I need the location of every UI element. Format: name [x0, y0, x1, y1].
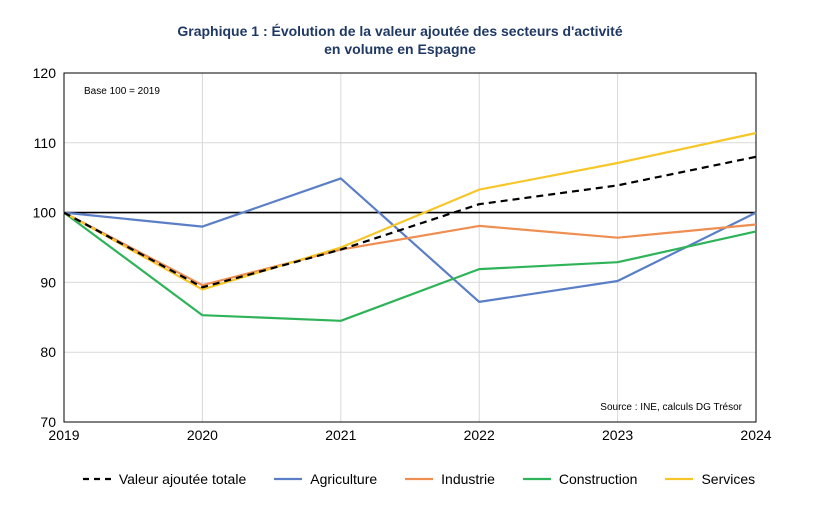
chart-title-line-1: Graphique 1 : Évolution de la valeur ajo…: [177, 23, 623, 39]
legend-item-services: Services: [665, 468, 755, 490]
legend-label-services: Services: [701, 471, 756, 487]
x-tick-label-2019: 2019: [48, 427, 79, 443]
series-line-services: [63, 131, 757, 291]
gridlines: [63, 72, 757, 423]
legend-label-agriculture: Agriculture: [310, 471, 378, 487]
legend: Valeur ajoutée totale Agriculture Industri…: [0, 468, 838, 490]
y-tick-label-100: 100: [33, 205, 57, 221]
legend-swatch-valeur-ajout-e-totale: [82, 477, 111, 481]
legend-item-industrie: Industrie: [405, 468, 495, 490]
legend-swatch-services: [665, 477, 694, 481]
y-tick-label-120: 120: [33, 65, 57, 81]
series-line-construction: [63, 211, 757, 322]
chart-title-line-2: en volume en Espagne: [324, 41, 476, 57]
legend-swatch-agriculture: [274, 477, 303, 481]
legend-item-construction: Construction: [522, 468, 638, 490]
x-axis-ticks: 2019 2020 2021 2022 2023 2024: [48, 427, 771, 443]
line-chart: 70 80 90 100 110 120 2019 2020 2021 2022 2023 2024…: [33, 65, 772, 443]
legend-item-valeur-ajout-e-totale: Valeur ajoutée totale: [82, 468, 247, 490]
x-tick-label-2023: 2023: [602, 427, 633, 443]
plot-area-frame: [63, 72, 757, 423]
x-tick-label-2021: 2021: [325, 427, 356, 443]
x-tick-label-2024: 2024: [740, 427, 771, 443]
series-line-agriculture: [63, 177, 757, 303]
x-tick-label-2022: 2022: [464, 427, 495, 443]
y-tick-label-70: 70: [40, 414, 56, 430]
source-annotation: Source : INE, calculs DG Trésor: [600, 402, 742, 413]
y-axis-ticks: 70 80 90 100 110 120: [33, 65, 57, 430]
legend-label-construction: Construction: [558, 471, 638, 487]
base-annotation: Base 100 = 2019: [84, 86, 160, 97]
x-tick-label-2020: 2020: [187, 427, 218, 443]
legend-item-agriculture: Agriculture: [274, 468, 377, 490]
legend-label-industrie: Industrie: [441, 471, 495, 487]
legend-swatch-construction: [522, 477, 551, 481]
y-tick-label-80: 80: [40, 344, 56, 360]
legend-swatch-industrie: [405, 477, 434, 481]
y-tick-label-90: 90: [40, 274, 56, 290]
series-line-valeur-ajout-e-totale: [63, 155, 757, 289]
series-lines: [63, 131, 757, 322]
chart-title: Graphique 1 : Évolution de la valeur ajo…: [0, 22, 800, 58]
legend-label-valeur-ajout-e-totale: Valeur ajoutée totale: [118, 471, 247, 487]
y-tick-label-110: 110: [34, 135, 57, 151]
series-line-industrie: [63, 211, 757, 287]
